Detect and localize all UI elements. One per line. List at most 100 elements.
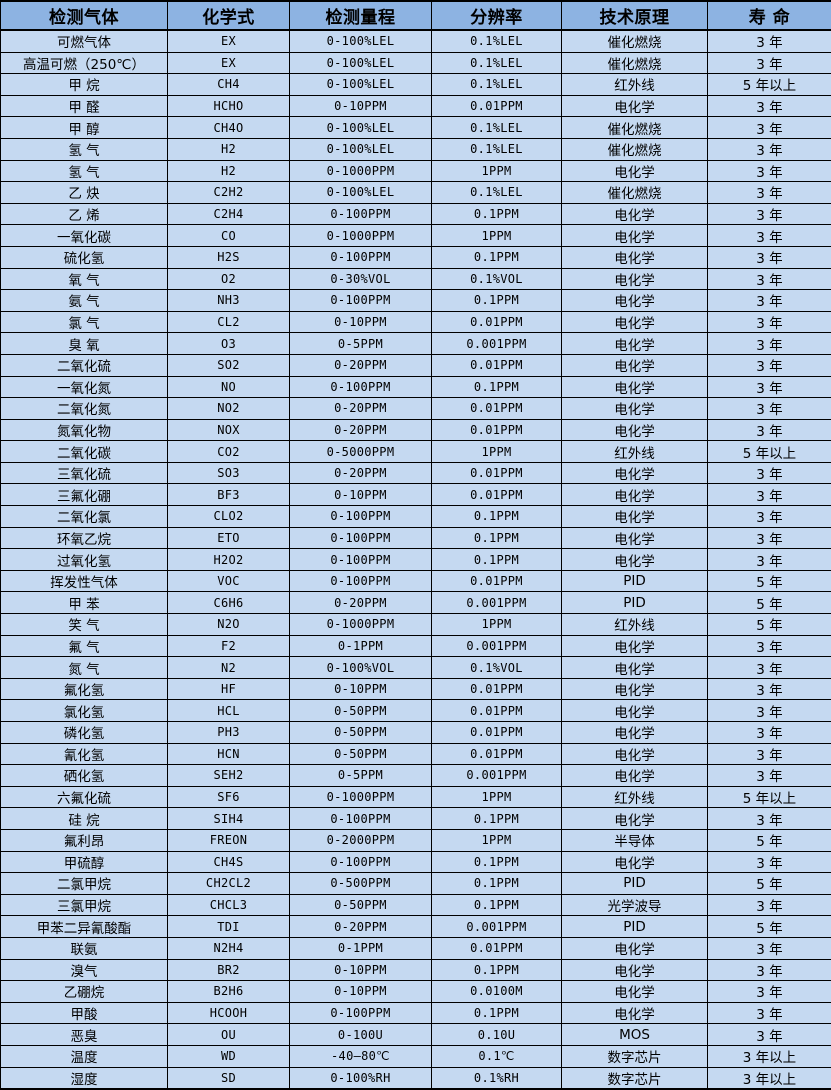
cell-range: 0-10PPM	[290, 678, 432, 700]
cell-formula: N2H4	[168, 937, 290, 959]
table-header-row: 检测气体 化学式 检测量程 分辨率 技术原理 寿 命	[1, 1, 831, 30]
cell-gas: 三氯甲烷	[1, 894, 168, 916]
cell-range: 0-1PPM	[290, 635, 432, 657]
cell-principle: 电化学	[562, 527, 708, 549]
cell-principle: 电化学	[562, 225, 708, 247]
cell-formula: CLO2	[168, 506, 290, 528]
cell-principle: 半导体	[562, 829, 708, 851]
cell-range: 0-2000PPM	[290, 829, 432, 851]
cell-life: 3 年	[708, 549, 831, 571]
cell-range: 0-100%VOL	[290, 657, 432, 679]
cell-range: 0-100%RH	[290, 1067, 432, 1089]
cell-formula: OU	[168, 1024, 290, 1046]
cell-gas: 甲苯二异氰酸酯	[1, 916, 168, 938]
cell-range: 0-20PPM	[290, 916, 432, 938]
cell-gas: 甲 苯	[1, 592, 168, 614]
cell-principle: 电化学	[562, 160, 708, 182]
cell-life: 3 年	[708, 246, 831, 268]
cell-gas: 氰化氢	[1, 743, 168, 765]
cell-formula: H2	[168, 160, 290, 182]
cell-principle: 催化燃烧	[562, 52, 708, 74]
cell-formula: HCL	[168, 700, 290, 722]
cell-gas: 乙硼烷	[1, 981, 168, 1003]
cell-principle: 电化学	[562, 959, 708, 981]
cell-resolution: 1PPM	[432, 829, 562, 851]
cell-resolution: 1PPM	[432, 441, 562, 463]
cell-life: 3 年	[708, 527, 831, 549]
cell-formula: CO2	[168, 441, 290, 463]
cell-resolution: 0.01PPM	[432, 311, 562, 333]
cell-resolution: 0.1℃	[432, 1045, 562, 1067]
cell-gas: 氮 气	[1, 657, 168, 679]
cell-formula: HCHO	[168, 95, 290, 117]
cell-range: 0-30%VOL	[290, 268, 432, 290]
cell-life: 3 年	[708, 894, 831, 916]
cell-gas: 氯 气	[1, 311, 168, 333]
cell-range: 0-20PPM	[290, 398, 432, 420]
cell-range: 0-100PPM	[290, 376, 432, 398]
cell-formula: HF	[168, 678, 290, 700]
cell-range: 0-100PPM	[290, 1002, 432, 1024]
cell-formula: C2H2	[168, 182, 290, 204]
cell-formula: CH4S	[168, 851, 290, 873]
cell-gas: 氧 气	[1, 268, 168, 290]
cell-formula: NOX	[168, 419, 290, 441]
cell-range: 0-500PPM	[290, 873, 432, 895]
cell-life: 5 年	[708, 916, 831, 938]
cell-gas: 臭 氧	[1, 333, 168, 355]
cell-principle: 电化学	[562, 657, 708, 679]
cell-range: 0-10PPM	[290, 981, 432, 1003]
cell-formula: SEH2	[168, 765, 290, 787]
cell-principle: 电化学	[562, 635, 708, 657]
cell-principle: 电化学	[562, 333, 708, 355]
cell-formula: SD	[168, 1067, 290, 1089]
cell-principle: PID	[562, 592, 708, 614]
cell-resolution: 0.1%VOL	[432, 657, 562, 679]
cell-resolution: 0.01PPM	[432, 722, 562, 744]
cell-principle: 光学波导	[562, 894, 708, 916]
cell-life: 5 年	[708, 829, 831, 851]
cell-life: 5 年	[708, 614, 831, 636]
cell-principle: 电化学	[562, 549, 708, 571]
cell-resolution: 0.1PPM	[432, 808, 562, 830]
cell-life: 3 年	[708, 808, 831, 830]
cell-life: 3 年	[708, 268, 831, 290]
cell-gas: 氢 气	[1, 160, 168, 182]
cell-gas: 三氟化硼	[1, 484, 168, 506]
cell-principle: 数字芯片	[562, 1067, 708, 1089]
cell-gas: 甲 烷	[1, 74, 168, 96]
cell-principle: 电化学	[562, 290, 708, 312]
cell-formula: N2O	[168, 614, 290, 636]
cell-range: 0-100%LEL	[290, 138, 432, 160]
cell-formula: SO3	[168, 462, 290, 484]
cell-formula: NO	[168, 376, 290, 398]
cell-principle: 电化学	[562, 937, 708, 959]
cell-range: 0-100%LEL	[290, 52, 432, 74]
cell-range: 0-100%LEL	[290, 74, 432, 96]
cell-life: 3 年	[708, 678, 831, 700]
cell-principle: PID	[562, 873, 708, 895]
cell-formula: EX	[168, 30, 290, 52]
cell-resolution: 0.001PPM	[432, 635, 562, 657]
cell-formula: CH4O	[168, 117, 290, 139]
cell-principle: 电化学	[562, 1002, 708, 1024]
cell-range: 0-100U	[290, 1024, 432, 1046]
cell-life: 3 年	[708, 722, 831, 744]
cell-formula: HCOOH	[168, 1002, 290, 1024]
cell-formula: SO2	[168, 354, 290, 376]
cell-gas: 硒化氢	[1, 765, 168, 787]
cell-life: 3 年	[708, 462, 831, 484]
cell-principle: 红外线	[562, 614, 708, 636]
cell-range: 0-20PPM	[290, 462, 432, 484]
cell-principle: 电化学	[562, 743, 708, 765]
